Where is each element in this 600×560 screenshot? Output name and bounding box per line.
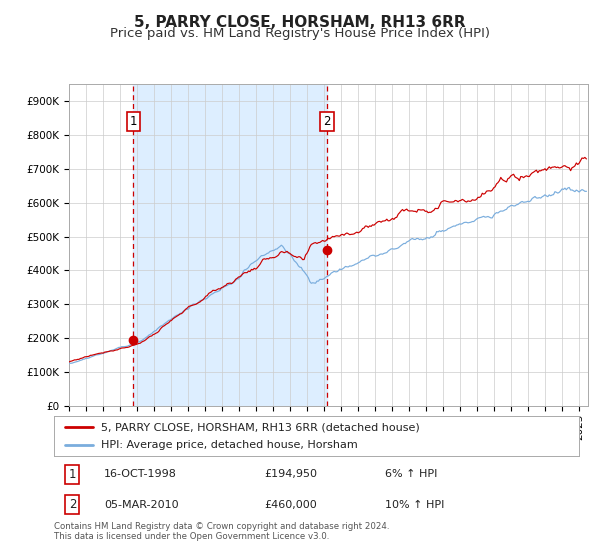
Text: 10% ↑ HPI: 10% ↑ HPI <box>385 500 444 510</box>
Text: Price paid vs. HM Land Registry's House Price Index (HPI): Price paid vs. HM Land Registry's House … <box>110 27 490 40</box>
Text: 05-MAR-2010: 05-MAR-2010 <box>104 500 179 510</box>
Text: 2: 2 <box>68 498 76 511</box>
Text: £194,950: £194,950 <box>264 469 317 479</box>
Text: 16-OCT-1998: 16-OCT-1998 <box>104 469 177 479</box>
Text: 1: 1 <box>130 115 137 128</box>
Text: Contains HM Land Registry data © Crown copyright and database right 2024.
This d: Contains HM Land Registry data © Crown c… <box>54 522 389 542</box>
Text: £460,000: £460,000 <box>264 500 317 510</box>
Bar <box>133 84 327 406</box>
Text: HPI: Average price, detached house, Horsham: HPI: Average price, detached house, Hors… <box>101 440 358 450</box>
Text: 5, PARRY CLOSE, HORSHAM, RH13 6RR (detached house): 5, PARRY CLOSE, HORSHAM, RH13 6RR (detac… <box>101 422 420 432</box>
Text: 5, PARRY CLOSE, HORSHAM, RH13 6RR: 5, PARRY CLOSE, HORSHAM, RH13 6RR <box>134 15 466 30</box>
Text: 2: 2 <box>323 115 331 128</box>
Text: 1: 1 <box>68 468 76 481</box>
Text: 6% ↑ HPI: 6% ↑ HPI <box>385 469 437 479</box>
